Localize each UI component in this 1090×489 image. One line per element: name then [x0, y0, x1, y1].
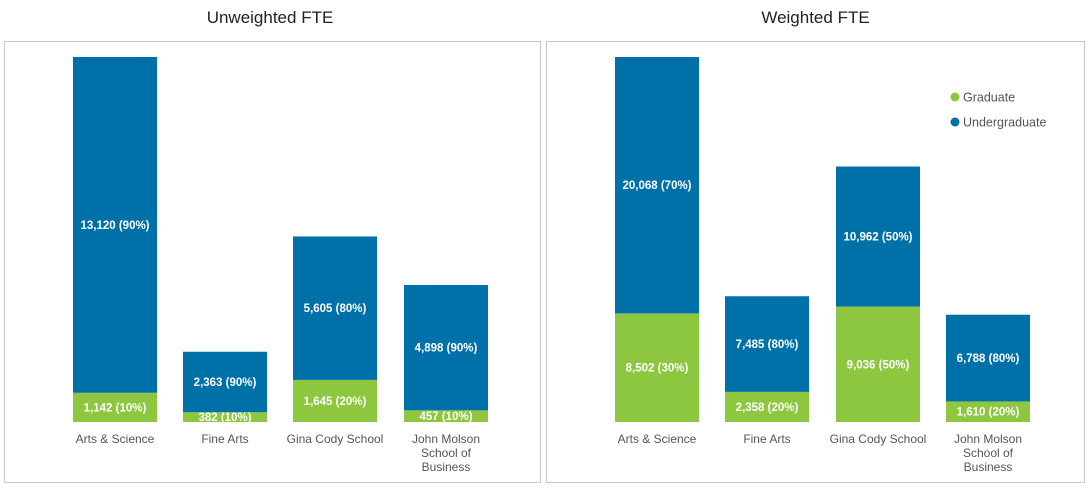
data-label: 457 (10%) [419, 411, 472, 423]
chart-title-weighted: Weighted FTE [761, 8, 870, 27]
legend-marker-undergraduate [950, 117, 960, 127]
chart-panel-unweighted: 1,142 (10%) 13,120 (90%) Arts & Science 382… [4, 41, 541, 483]
data-label: 2,358 (20%) [736, 402, 799, 414]
bar-undergraduate-fine-arts [183, 351, 267, 413]
bar-graduate-arts-science [73, 392, 157, 422]
x-tick-label: Gina Cody School [830, 432, 927, 446]
data-label: 7,485 (80%) [736, 339, 799, 351]
legend-label-graduate: Graduate [963, 91, 1015, 105]
bar-undergraduate-gina-cody-school [293, 236, 377, 380]
x-tick-label: Fine Arts [201, 432, 248, 446]
data-label: 9,036 (50%) [847, 359, 910, 371]
data-label: 20,068 (70%) [622, 180, 691, 192]
bar-undergraduate-john-molson-school-of-business [946, 314, 1030, 402]
x-tick-label: Business [422, 460, 471, 474]
bar-undergraduate-fine-arts [725, 296, 809, 392]
x-tick-label: Fine Arts [743, 432, 790, 446]
data-label: 5,605 (80%) [304, 303, 367, 315]
x-tick-label: School of [421, 446, 472, 460]
bar-undergraduate-john-molson-school-of-business [404, 284, 488, 411]
x-tick-label: Business [964, 460, 1013, 474]
data-label: 1,142 (10%) [84, 402, 147, 414]
x-tick-label: Arts & Science [76, 432, 155, 446]
data-label: 2,363 (90%) [194, 377, 257, 389]
bar-undergraduate-arts-science [73, 57, 157, 393]
bar-undergraduate-arts-science [615, 57, 699, 314]
data-label: 10,962 (50%) [843, 232, 912, 244]
x-tick-label: Arts & Science [618, 432, 697, 446]
weighted-fte-chart: 8,502 (30%) 20,068 (70%) Arts & Science 2,3… [615, 57, 1046, 474]
bar-undergraduate-gina-cody-school [836, 166, 920, 307]
x-tick-label: John Molson [412, 432, 480, 446]
bar-graduate-fine-arts [725, 391, 809, 422]
bar-graduate-gina-cody-school [836, 306, 920, 422]
bar-graduate-john-molson-school-of-business [404, 410, 488, 422]
data-label: 382 (10%) [198, 412, 251, 424]
legend-label-undergraduate: Undergraduate [963, 116, 1046, 130]
data-label: 8,502 (30%) [626, 363, 689, 375]
data-label: 13,120 (90%) [80, 220, 149, 232]
bar-graduate-gina-cody-school [293, 379, 377, 422]
chart-panel-weighted: 8,502 (30%) 20,068 (70%) Arts & Science 2,3… [546, 41, 1085, 483]
data-label: 6,788 (80%) [957, 353, 1020, 365]
x-tick-label: Gina Cody School [287, 432, 384, 446]
chart-title-unweighted: Unweighted FTE [206, 8, 334, 27]
x-tick-label: School of [963, 446, 1014, 460]
bar-graduate-fine-arts [183, 412, 267, 422]
legend-marker-graduate [950, 92, 960, 102]
data-label: 1,610 (20%) [957, 407, 1020, 419]
bar-graduate-john-molson-school-of-business [946, 401, 1030, 422]
data-label: 1,645 (20%) [304, 396, 367, 408]
unweighted-fte-chart: 1,142 (10%) 13,120 (90%) Arts & Science 382… [73, 57, 488, 474]
data-label: 4,898 (90%) [415, 343, 478, 355]
bar-graduate-arts-science [615, 313, 699, 422]
x-tick-label: John Molson [954, 432, 1022, 446]
